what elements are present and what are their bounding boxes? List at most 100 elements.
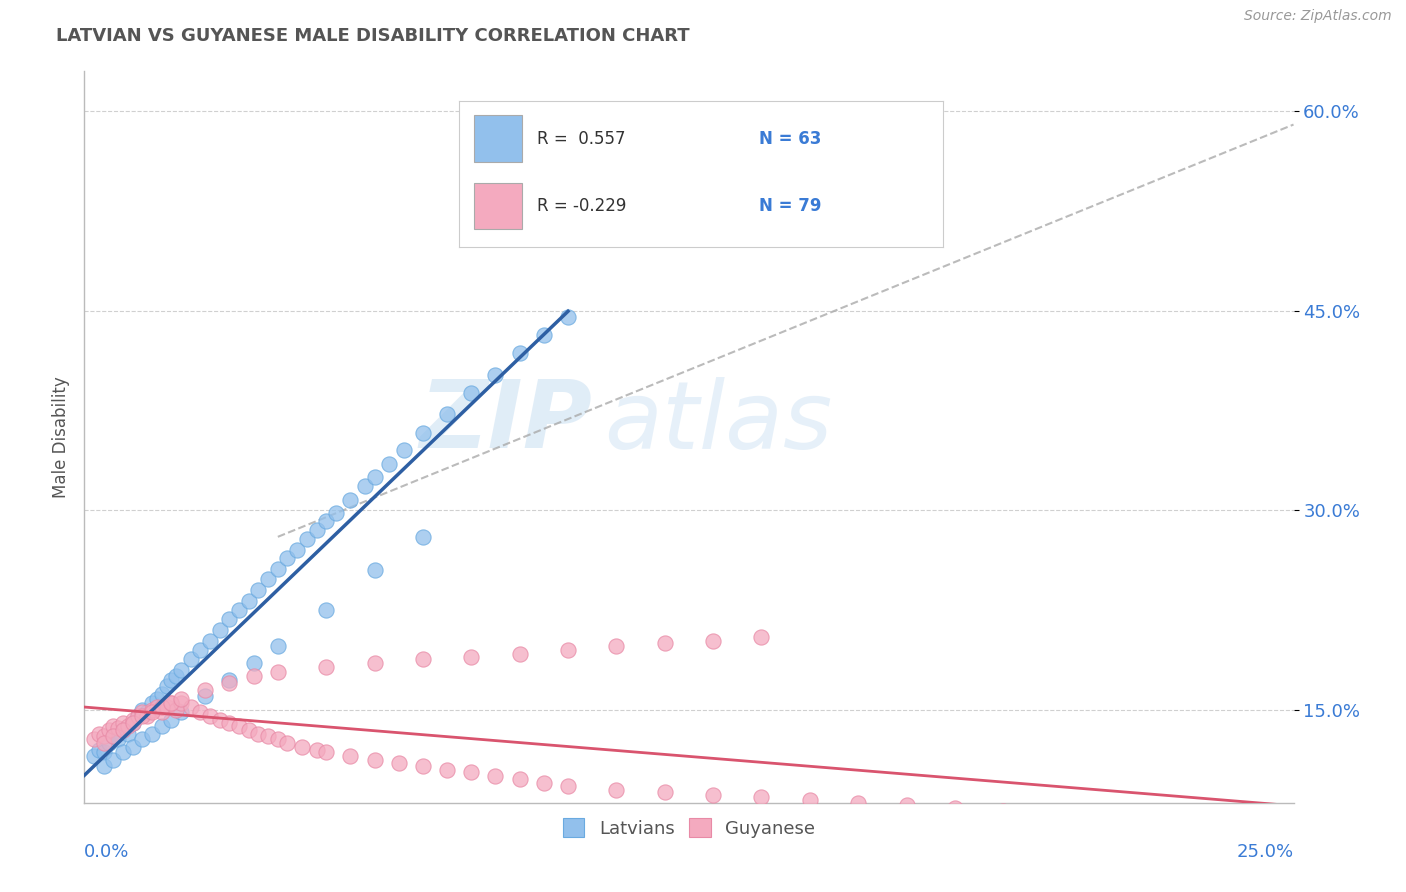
Point	[141, 696, 163, 710]
Point	[87, 742, 110, 756]
Point	[228, 719, 250, 733]
Point	[993, 804, 1015, 818]
Point	[846, 796, 869, 810]
Point	[509, 772, 531, 786]
Point	[702, 633, 724, 648]
Point	[83, 749, 105, 764]
Point	[218, 612, 240, 626]
Point	[257, 729, 280, 743]
Point	[557, 310, 579, 325]
Point	[180, 700, 202, 714]
Point	[295, 533, 318, 547]
Point	[131, 731, 153, 746]
Point	[363, 470, 385, 484]
Point	[190, 706, 212, 720]
Point	[121, 739, 143, 754]
Point	[436, 408, 458, 422]
Point	[460, 649, 482, 664]
Point	[412, 652, 434, 666]
Point	[103, 729, 125, 743]
Point	[238, 593, 260, 607]
Point	[315, 745, 337, 759]
Point	[363, 563, 385, 577]
Point	[412, 758, 434, 772]
Point	[150, 719, 173, 733]
Point	[267, 731, 290, 746]
Text: Source: ZipAtlas.com: Source: ZipAtlas.com	[1244, 9, 1392, 23]
Point	[896, 798, 918, 813]
Point	[247, 582, 270, 597]
Point	[117, 726, 139, 740]
Point	[121, 716, 143, 731]
Point	[93, 745, 115, 759]
Point	[392, 443, 415, 458]
Point	[654, 636, 676, 650]
Point	[484, 769, 506, 783]
Point	[363, 656, 385, 670]
Point	[190, 643, 212, 657]
Point	[103, 719, 125, 733]
Point	[388, 756, 411, 770]
Point	[1185, 814, 1208, 829]
Point	[509, 346, 531, 360]
Point	[150, 706, 173, 720]
Point	[121, 714, 143, 728]
Point	[436, 763, 458, 777]
Point	[170, 663, 193, 677]
Point	[112, 745, 135, 759]
Point	[93, 736, 115, 750]
Point	[354, 479, 377, 493]
Point	[257, 573, 280, 587]
Point	[141, 703, 163, 717]
Point	[484, 368, 506, 382]
Text: 25.0%: 25.0%	[1236, 843, 1294, 861]
Point	[131, 709, 153, 723]
Point	[146, 692, 169, 706]
Y-axis label: Male Disability: Male Disability	[52, 376, 70, 498]
Point	[238, 723, 260, 737]
Point	[247, 726, 270, 740]
Point	[943, 801, 966, 815]
Point	[305, 742, 328, 756]
Point	[605, 639, 627, 653]
Point	[170, 706, 193, 720]
Point	[155, 679, 177, 693]
Point	[285, 543, 308, 558]
Point	[460, 386, 482, 401]
Point	[136, 709, 159, 723]
Point	[276, 551, 298, 566]
Point	[117, 719, 139, 733]
Point	[412, 426, 434, 441]
Point	[170, 692, 193, 706]
Point	[363, 753, 385, 767]
Point	[218, 716, 240, 731]
Point	[339, 492, 361, 507]
Point	[194, 690, 217, 704]
Point	[87, 726, 110, 740]
Point	[141, 706, 163, 720]
Point	[165, 703, 187, 717]
Point	[751, 630, 773, 644]
Point	[103, 753, 125, 767]
Point	[165, 669, 187, 683]
Point	[242, 656, 264, 670]
Point	[93, 729, 115, 743]
Point	[276, 736, 298, 750]
Point	[533, 327, 555, 342]
Text: ZIP: ZIP	[419, 376, 592, 468]
Point	[194, 682, 217, 697]
Point	[198, 633, 221, 648]
Point	[1088, 809, 1111, 823]
Legend: Latvians, Guyanese: Latvians, Guyanese	[555, 811, 823, 845]
Point	[557, 779, 579, 793]
Point	[107, 731, 129, 746]
Point	[315, 514, 337, 528]
Point	[97, 736, 120, 750]
Point	[198, 709, 221, 723]
Point	[315, 660, 337, 674]
Point	[170, 696, 193, 710]
Point	[218, 676, 240, 690]
Point	[160, 696, 183, 710]
Point	[291, 739, 314, 754]
Point	[155, 700, 177, 714]
